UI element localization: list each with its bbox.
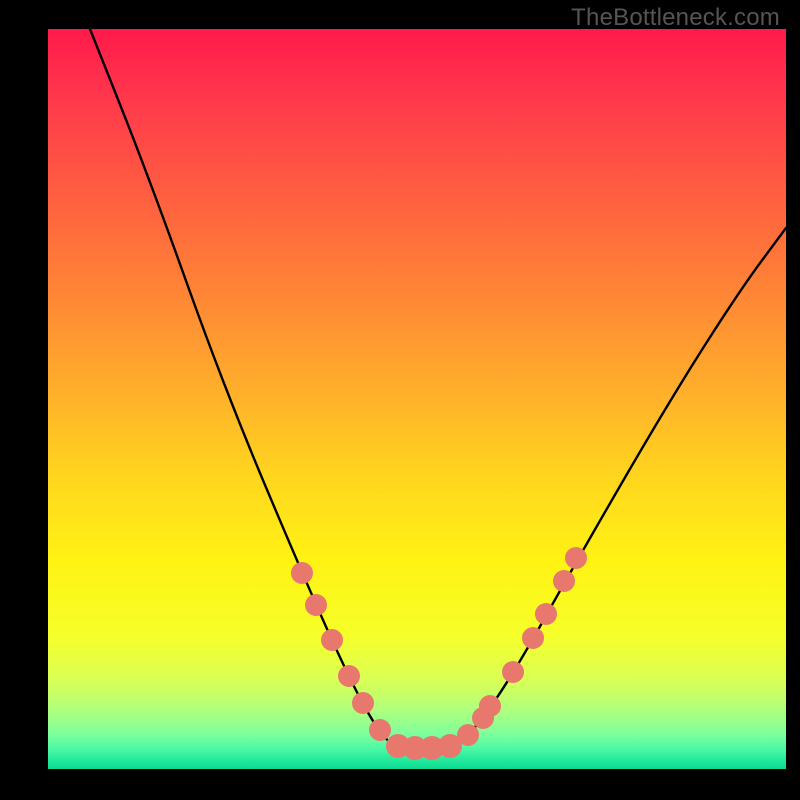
watermark-text: TheBottleneck.com bbox=[571, 4, 780, 32]
data-point bbox=[321, 629, 343, 651]
chart-container: TheBottleneck.com bbox=[0, 0, 800, 800]
data-point bbox=[479, 695, 501, 717]
data-point bbox=[457, 724, 479, 746]
plot-area bbox=[48, 29, 786, 769]
data-point bbox=[291, 562, 313, 584]
data-point bbox=[565, 547, 587, 569]
data-point bbox=[535, 603, 557, 625]
data-point bbox=[338, 665, 360, 687]
gradient-background bbox=[48, 29, 786, 769]
chart-svg bbox=[0, 0, 800, 800]
data-point bbox=[305, 594, 327, 616]
data-point bbox=[369, 719, 391, 741]
data-point bbox=[553, 570, 575, 592]
data-point bbox=[522, 627, 544, 649]
data-point bbox=[352, 692, 374, 714]
data-point bbox=[502, 661, 524, 683]
